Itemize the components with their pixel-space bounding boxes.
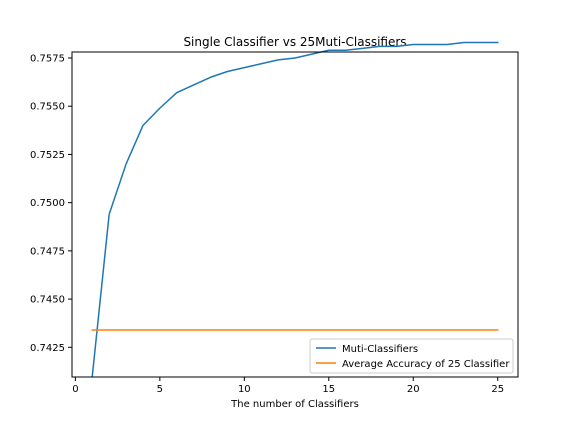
legend-label-muti-classifiers: Muti-Classifiers [342,344,418,355]
legend-label-average-accuracy: Average Accuracy of 25 Classifier [342,359,510,370]
x-axis: 0 5 10 15 20 25 [72,377,504,395]
y-tick-label: 0.7450 [30,295,65,306]
plot-area [91,41,499,378]
x-axis-label: The number of Classifiers [230,399,359,410]
x-tick-label: 15 [322,384,335,395]
axes-frame [71,51,519,378]
y-tick-label: 0.7525 [30,150,65,161]
legend: Muti-Classifiers Average Accuracy of 25 … [309,338,514,374]
x-tick-label: 25 [491,384,504,395]
y-axis: 0.7425 0.7450 0.7475 0.7500 0.7525 0.7550 0.75… [30,53,72,354]
series-line-muti-classifiers [91,41,499,378]
y-tick-label: 0.7575 [30,53,65,64]
y-tick-label: 0.7550 [30,102,65,113]
x-tick-label: 0 [72,384,78,395]
y-tick-label: 0.7500 [30,198,65,209]
x-tick-label: 10 [238,384,251,395]
y-tick-label: 0.7475 [30,246,65,257]
x-tick-label: 5 [157,384,163,395]
y-tick-label: 0.7425 [30,343,65,354]
legend-box [309,338,514,374]
x-tick-label: 20 [407,384,420,395]
chart-title: Single Classifier vs 25Muti-Classifiers [183,35,406,49]
